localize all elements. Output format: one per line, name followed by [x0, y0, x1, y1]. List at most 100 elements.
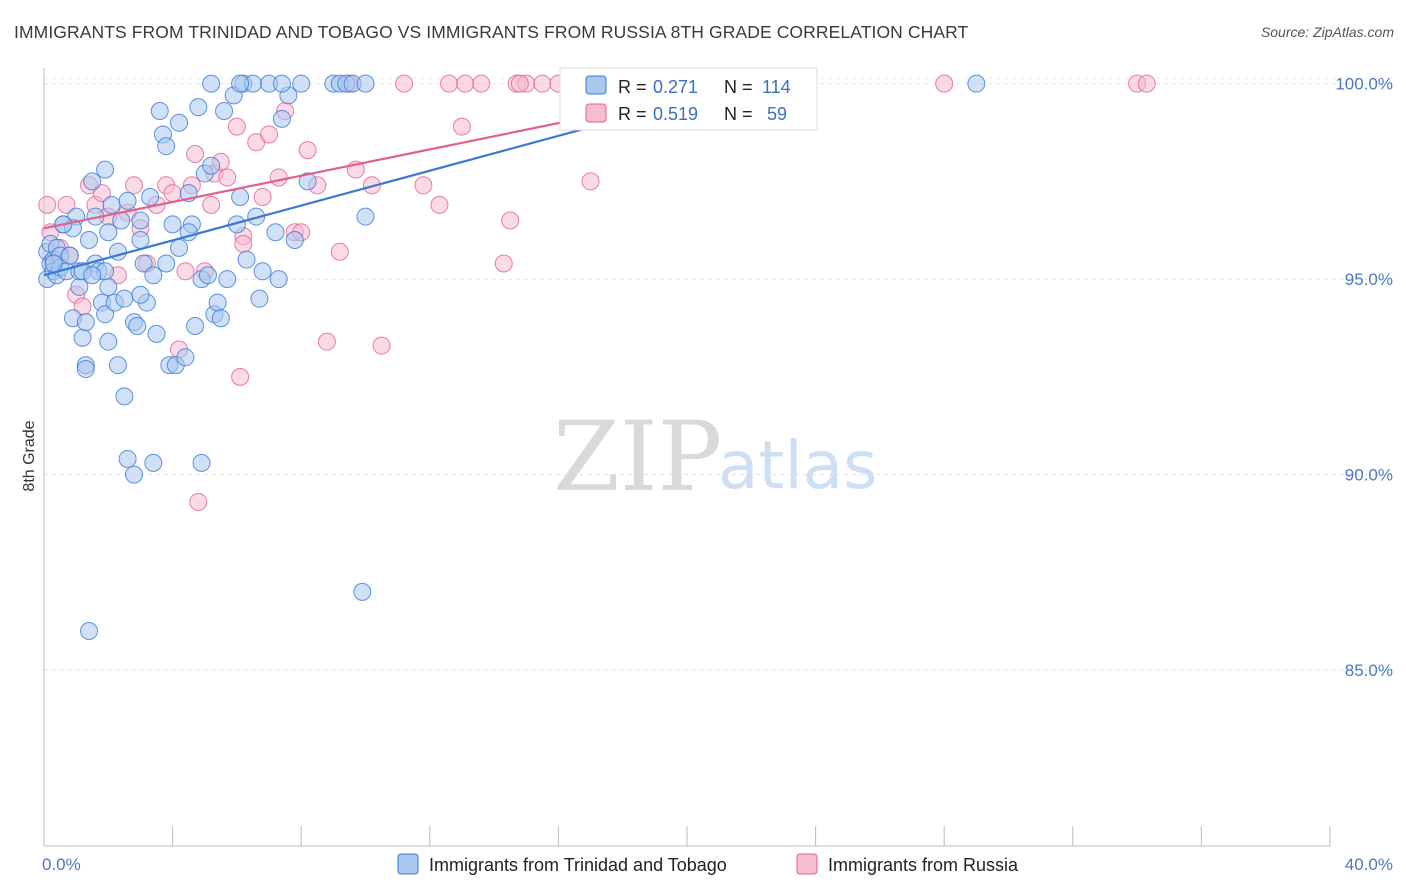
data-point-blue[interactable] — [83, 172, 102, 191]
data-point-blue[interactable] — [141, 188, 160, 207]
data-point-blue[interactable] — [150, 102, 169, 121]
data-point-blue[interactable] — [250, 289, 269, 308]
data-point-blue[interactable] — [211, 309, 230, 328]
data-point-pink[interactable] — [372, 336, 391, 355]
data-point-blue[interactable] — [163, 215, 182, 234]
series-legend-swatch-pink[interactable] — [796, 853, 818, 875]
data-point-pink[interactable] — [472, 74, 491, 93]
data-point-blue[interactable] — [266, 223, 285, 242]
data-point-blue[interactable] — [99, 277, 118, 296]
data-point-blue[interactable] — [198, 266, 217, 285]
data-point-pink[interactable] — [163, 184, 182, 203]
data-point-pink[interactable] — [202, 195, 221, 214]
data-point-pink[interactable] — [189, 492, 208, 511]
data-point-blue[interactable] — [157, 254, 176, 273]
data-point-blue[interactable] — [237, 250, 256, 269]
data-point-blue[interactable] — [131, 231, 150, 250]
data-point-blue[interactable] — [208, 293, 227, 312]
data-point-pink[interactable] — [395, 74, 414, 93]
data-point-blue[interactable] — [186, 317, 205, 336]
data-point-pink[interactable] — [581, 172, 600, 191]
data-point-pink[interactable] — [1137, 74, 1156, 93]
data-point-blue[interactable] — [96, 305, 115, 324]
data-point-pink[interactable] — [253, 188, 272, 207]
data-point-blue[interactable] — [108, 356, 127, 375]
data-point-pink[interactable] — [935, 74, 954, 93]
series-legend-label-blue[interactable]: Immigrants from Trinidad and Tobago — [429, 855, 727, 875]
data-point-blue[interactable] — [176, 348, 195, 367]
data-point-pink[interactable] — [298, 141, 317, 160]
data-point-pink[interactable] — [501, 211, 520, 230]
data-point-pink[interactable] — [260, 125, 279, 144]
data-point-blue[interactable] — [144, 453, 163, 472]
data-point-pink[interactable] — [430, 195, 449, 214]
data-point-blue[interactable] — [80, 621, 99, 640]
data-point-blue[interactable] — [170, 238, 189, 257]
data-point-blue[interactable] — [102, 195, 121, 214]
data-point-blue[interactable] — [73, 328, 92, 347]
data-point-blue[interactable] — [272, 109, 291, 128]
data-point-blue[interactable] — [272, 74, 291, 93]
data-point-pink[interactable] — [533, 74, 552, 93]
data-point-blue[interactable] — [125, 465, 144, 484]
data-point-blue[interactable] — [99, 223, 118, 242]
data-point-blue[interactable] — [170, 113, 189, 132]
data-point-pink[interactable] — [38, 195, 57, 214]
data-point-pink[interactable] — [456, 74, 475, 93]
data-point-blue[interactable] — [80, 231, 99, 250]
data-point-pink[interactable] — [231, 367, 250, 386]
data-point-blue[interactable] — [115, 387, 134, 406]
data-point-blue[interactable] — [253, 262, 272, 281]
data-point-blue[interactable] — [269, 270, 288, 289]
data-point-blue[interactable] — [202, 74, 221, 93]
data-point-blue[interactable] — [131, 285, 150, 304]
data-point-blue[interactable] — [231, 74, 250, 93]
series-legend-swatch-blue[interactable] — [397, 853, 419, 875]
data-point-pink[interactable] — [92, 184, 111, 203]
data-point-blue[interactable] — [356, 74, 375, 93]
data-point-blue[interactable] — [134, 254, 153, 273]
data-point-pink[interactable] — [57, 195, 76, 214]
data-point-blue[interactable] — [115, 289, 134, 308]
data-point-blue[interactable] — [96, 160, 115, 179]
series-legend-label-pink[interactable]: Immigrants from Russia — [828, 855, 1019, 875]
data-point-blue[interactable] — [76, 313, 95, 332]
data-point-blue[interactable] — [157, 137, 176, 156]
data-point-pink[interactable] — [186, 145, 205, 164]
data-point-blue[interactable] — [215, 102, 234, 121]
data-point-blue[interactable] — [99, 332, 118, 351]
data-point-pink[interactable] — [269, 168, 288, 187]
data-point-blue[interactable] — [131, 211, 150, 230]
data-point-blue[interactable] — [218, 270, 237, 289]
data-point-pink[interactable] — [414, 176, 433, 195]
data-point-pink[interactable] — [125, 176, 144, 195]
data-point-blue[interactable] — [967, 74, 986, 93]
data-point-blue[interactable] — [298, 172, 317, 191]
data-point-blue[interactable] — [353, 582, 372, 601]
data-point-blue[interactable] — [144, 266, 163, 285]
data-point-pink[interactable] — [330, 242, 349, 261]
data-point-blue[interactable] — [202, 156, 221, 175]
data-point-blue[interactable] — [128, 317, 147, 336]
data-point-pink[interactable] — [218, 168, 237, 187]
data-point-blue[interactable] — [189, 98, 208, 117]
data-point-blue[interactable] — [44, 254, 63, 273]
data-point-blue[interactable] — [70, 277, 89, 296]
data-point-blue[interactable] — [285, 231, 304, 250]
data-point-blue[interactable] — [83, 266, 102, 285]
data-point-blue[interactable] — [356, 207, 375, 226]
data-point-pink[interactable] — [494, 254, 513, 273]
data-point-blue[interactable] — [147, 324, 166, 343]
data-point-pink[interactable] — [234, 234, 253, 253]
data-point-pink[interactable] — [452, 117, 471, 136]
data-point-blue[interactable] — [76, 360, 95, 379]
data-point-pink[interactable] — [176, 262, 195, 281]
data-point-pink[interactable] — [440, 74, 459, 93]
data-point-blue[interactable] — [192, 453, 211, 472]
data-point-blue[interactable] — [60, 246, 79, 265]
data-point-pink[interactable] — [510, 74, 529, 93]
data-point-blue[interactable] — [231, 188, 250, 207]
data-point-blue[interactable] — [118, 191, 137, 210]
data-point-pink[interactable] — [227, 117, 246, 136]
data-point-blue[interactable] — [292, 74, 311, 93]
